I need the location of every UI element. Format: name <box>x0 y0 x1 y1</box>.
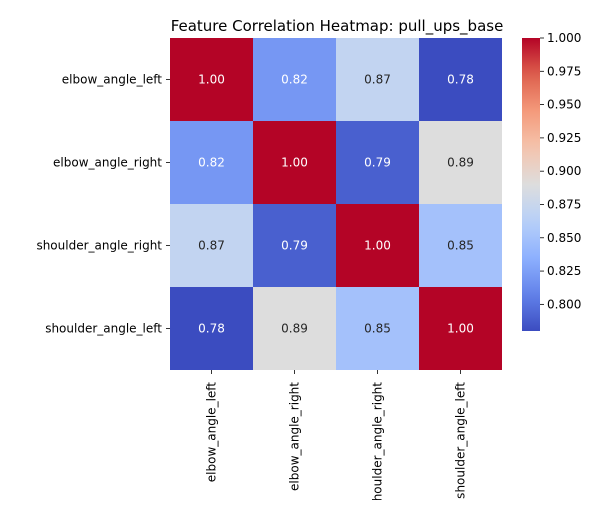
colorbar-tick-label: 0.850 <box>547 231 581 245</box>
cell-value-label: 0.87 <box>198 239 225 253</box>
heatmap-cell <box>419 204 502 287</box>
heatmap-cell <box>253 38 336 121</box>
cell-value-label: 0.87 <box>364 73 391 87</box>
heatmap-cell <box>253 287 336 370</box>
cell-value-label: 1.00 <box>364 239 391 253</box>
cell-value-label: 0.89 <box>281 322 308 336</box>
heatmap-cell <box>336 204 419 287</box>
colorbar-tick-label: 0.800 <box>547 297 581 311</box>
heatmap-cell <box>336 287 419 370</box>
chart-title: Feature Correlation Heatmap: pull_ups_ba… <box>171 17 504 36</box>
colorbar-gradient <box>522 38 540 331</box>
cell-value-label: 0.82 <box>281 73 308 87</box>
cell-value-label: 0.78 <box>447 73 474 87</box>
heatmap-cell <box>336 121 419 204</box>
cell-value-label: 1.00 <box>198 73 225 87</box>
cell-value-label: 0.79 <box>364 156 391 170</box>
heatmap-cell <box>253 204 336 287</box>
row-tick-label: shoulder_angle_right <box>36 239 162 253</box>
colorbar-tick-label: 0.825 <box>547 264 581 278</box>
col-tick-label: elbow_angle_left <box>205 382 219 483</box>
colorbar-tick-label: 0.975 <box>547 64 581 78</box>
col-tick-label: elbow_angle_right <box>288 382 302 491</box>
heatmap-cell <box>170 287 253 370</box>
cell-value-label: 0.82 <box>198 156 225 170</box>
cell-value-label: 0.85 <box>364 322 391 336</box>
col-tick-labels: elbow_angle_left elbow_angle_right shoulde… <box>205 370 468 505</box>
cell-value-label: 0.78 <box>198 322 225 336</box>
row-tick-labels: elbow_angle_left elbow_angle_rightshoulde… <box>36 73 170 336</box>
cell-value-label: 0.89 <box>447 156 474 170</box>
row-tick-label: elbow_angle_left <box>62 73 163 87</box>
colorbar-tick-label: 0.875 <box>547 197 581 211</box>
col-tick-label: shoulder_angle_right <box>371 382 385 500</box>
heatmap-cells: 1.00 0.82 0.87 0.78 0.82 1.00 0.79 0.89 0.87 0.79… <box>170 38 502 370</box>
heatmap-cell <box>336 38 419 121</box>
row-tick-label: shoulder_angle_left <box>45 322 162 336</box>
heatmap-cell <box>419 121 502 204</box>
col-tick-label: shoulder_angle_left <box>454 382 468 499</box>
cell-value-label: 0.85 <box>447 239 474 253</box>
heatmap-cell <box>419 38 502 121</box>
colorbar-tick-label: 1.000 <box>547 31 581 45</box>
colorbar-tick-label: 0.925 <box>547 131 581 145</box>
colorbar-tick-label: 0.950 <box>547 98 581 112</box>
colorbar: 0.800 0.825 0.850 0.875 0.900 0.925 0.950 0.975… <box>522 31 581 331</box>
colorbar-tick-label: 0.900 <box>547 164 581 178</box>
heatmap-cell <box>253 121 336 204</box>
heatmap-cell <box>170 121 253 204</box>
row-tick-label: elbow_angle_right <box>53 156 162 170</box>
heatmap-cell <box>419 287 502 370</box>
cell-value-label: 0.79 <box>281 239 308 253</box>
heatmap-cell <box>170 38 253 121</box>
cell-value-label: 1.00 <box>281 156 308 170</box>
cell-value-label: 1.00 <box>447 322 474 336</box>
heatmap-cell <box>170 204 253 287</box>
